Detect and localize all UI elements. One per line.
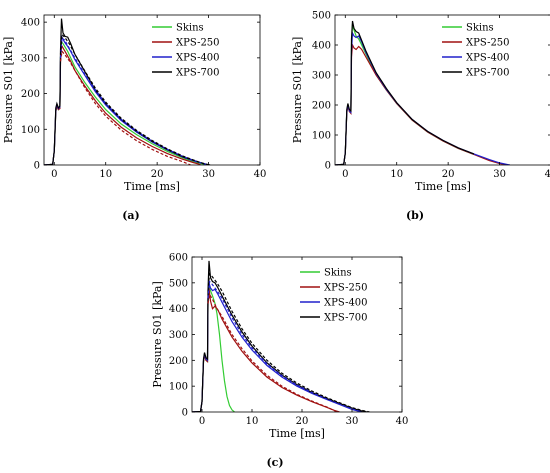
x-tick-label: 30 — [202, 169, 215, 180]
caption-b: (b) — [406, 209, 424, 222]
caption-c: (c) — [266, 456, 283, 469]
series-group — [192, 260, 370, 412]
legend-label: XPS-400 — [324, 298, 368, 309]
x-tick-label: 0 — [51, 169, 57, 180]
x-tick-label: 0 — [199, 416, 205, 427]
x-tick-label: 0 — [342, 169, 348, 180]
y-tick-label: 100 — [169, 382, 188, 393]
series-line-xps-700 — [192, 260, 368, 412]
y-axis-label: Pressure S01 [kPa] — [151, 281, 164, 388]
x-axis-label: Time [ms] — [269, 427, 325, 440]
legend-label: Skins — [466, 23, 494, 34]
y-tick-label: 0 — [182, 408, 188, 419]
y-axis-label: Pressure S01 [kPa] — [2, 37, 15, 144]
legend-label: XPS-700 — [324, 313, 368, 324]
legend-label: XPS-400 — [466, 53, 510, 64]
y-tick-label: 200 — [21, 89, 40, 100]
x-axis-label: Time [ms] — [124, 180, 180, 193]
x-tick-label: 40 — [545, 169, 550, 180]
y-tick-label: 400 — [312, 41, 331, 52]
x-tick-label: 20 — [151, 169, 164, 180]
y-tick-label: 300 — [312, 71, 331, 82]
x-axis-label: Time [ms] — [415, 180, 471, 193]
x-tick-label: 30 — [493, 169, 506, 180]
y-tick-label: 0 — [325, 161, 331, 172]
x-tick-label: 20 — [296, 416, 309, 427]
legend: Skins XPS-250 XPS-400 XPS-700 — [442, 23, 510, 79]
x-tick-label: 10 — [99, 169, 112, 180]
y-tick-label: 200 — [169, 356, 188, 367]
series-group — [335, 20, 511, 165]
plot-frame — [43, 14, 261, 166]
legend-label: XPS-250 — [466, 38, 510, 49]
legend-label: Skins — [176, 23, 204, 34]
y-tick-label: 300 — [21, 53, 40, 64]
y-tick-label: 100 — [21, 125, 40, 136]
x-tick-label: 40 — [254, 169, 267, 180]
legend-label: XPS-700 — [176, 68, 220, 79]
legend-label: XPS-700 — [466, 68, 510, 79]
y-tick-label: 300 — [169, 330, 188, 341]
series-line-sim-4 — [59, 50, 191, 165]
series-line-xps-700 — [335, 20, 475, 165]
y-tick-label: 200 — [312, 101, 331, 112]
y-tick-label: 500 — [312, 11, 331, 22]
y-tick-label: 100 — [312, 131, 331, 142]
series-line-sim-6 — [59, 33, 209, 165]
series-group — [44, 18, 211, 165]
y-axis-label: Pressure S01 [kPa] — [291, 37, 304, 144]
series-line-sim-6 — [207, 272, 370, 412]
plot-frame — [334, 14, 550, 166]
x-tick-label: 10 — [390, 169, 403, 180]
legend: Skins XPS-250 XPS-400 XPS-700 — [152, 23, 220, 79]
panel-b: 0102030400100200300400500Time [ms]Pressu… — [291, 11, 550, 193]
legend-label: XPS-400 — [176, 53, 220, 64]
series-line-skins — [335, 23, 475, 165]
caption-a: (a) — [122, 209, 140, 222]
x-tick-label: 10 — [246, 416, 259, 427]
legend-label: Skins — [324, 268, 352, 279]
legend: Skins XPS-250 XPS-400 XPS-700 — [300, 268, 368, 324]
legend-label: XPS-250 — [176, 38, 220, 49]
series-line-sim-4 — [207, 292, 338, 412]
y-tick-label: 500 — [169, 278, 188, 289]
x-tick-label: 30 — [346, 416, 359, 427]
y-tick-label: 400 — [169, 304, 188, 315]
plot-frame — [191, 256, 403, 413]
x-tick-label: 40 — [396, 416, 409, 427]
legend-label: XPS-250 — [324, 283, 368, 294]
y-tick-label: 400 — [21, 18, 40, 29]
y-tick-label: 0 — [34, 161, 40, 172]
y-tick-label: 600 — [169, 253, 188, 264]
series-line-sim-5 — [59, 37, 209, 165]
series-line-sim-5 — [207, 280, 363, 412]
x-tick-label: 20 — [442, 169, 455, 180]
